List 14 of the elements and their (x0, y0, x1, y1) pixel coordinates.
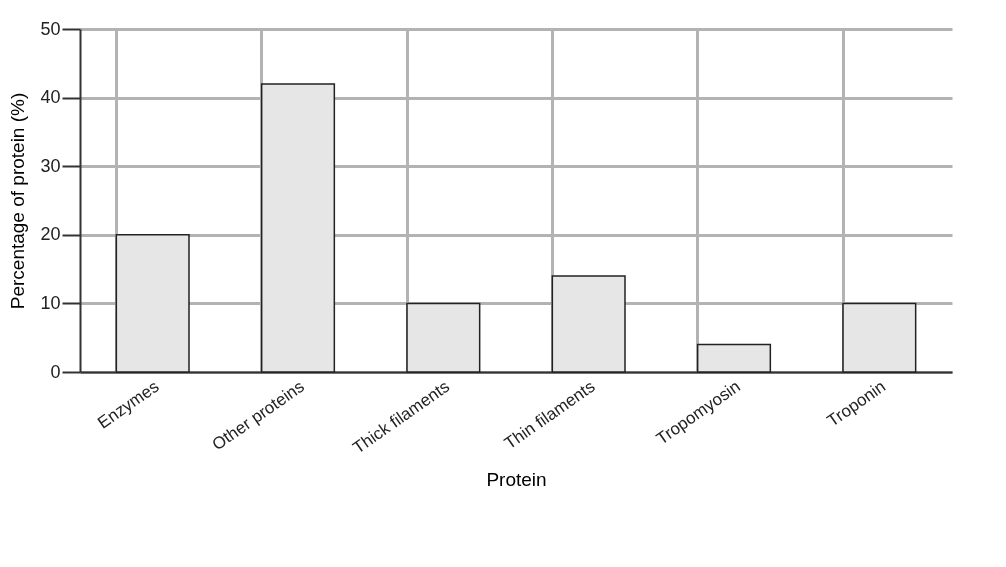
y-tick-label: 40 (40, 87, 61, 108)
y-tick-label: 30 (40, 155, 61, 176)
y-tick-label: 0 (50, 361, 61, 382)
y-tick-label: 20 (40, 224, 61, 245)
y-axis-title: Percentage of protein (%) (7, 92, 29, 310)
bar (115, 234, 190, 373)
y-tick-label: 50 (40, 18, 61, 39)
y-tick-label: 10 (40, 292, 61, 313)
bar (260, 83, 336, 373)
x-axis-title: Protein (486, 468, 547, 490)
bar (696, 343, 772, 373)
bar (842, 302, 917, 373)
bar (406, 302, 481, 373)
bar (551, 275, 626, 373)
